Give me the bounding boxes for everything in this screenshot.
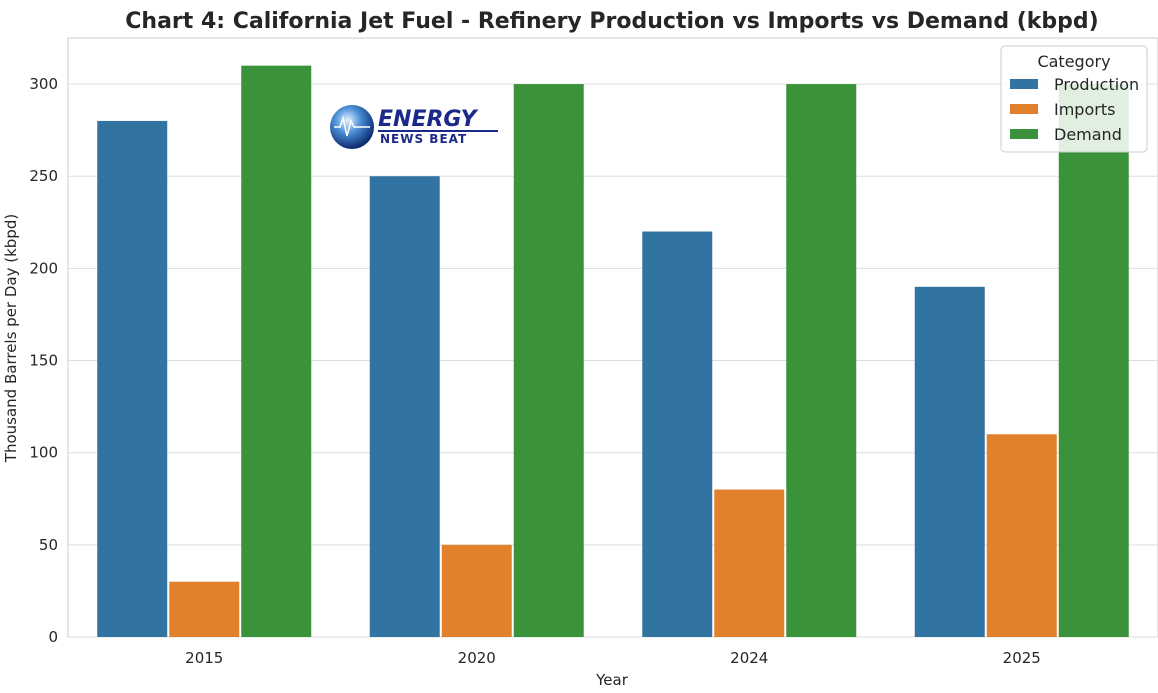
x-axis-ticks: 2015 2020 2024 2025 [185,649,1041,667]
y-tick-label: 250 [29,167,58,185]
logo-line1: ENERGY [378,107,479,132]
x-tick-label: 2015 [185,649,223,667]
bar-imports-2025 [986,434,1057,637]
bar-production-2025 [914,286,985,637]
chart-title: Chart 4: California Jet Fuel - Refinery … [125,9,1098,34]
legend-swatch-imports [1010,104,1038,114]
legend-label-production: Production [1054,75,1139,94]
bar-imports-2015 [169,581,240,637]
logo-line2: NEWS BEAT [380,132,467,146]
legend-swatch-production [1010,79,1038,89]
legend-label-demand: Demand [1054,125,1122,144]
x-tick-label: 2025 [1003,649,1041,667]
y-tick-label: 300 [29,75,58,93]
bar-demand-2024 [786,84,857,638]
logo-divider [378,130,498,132]
bar-demand-2015 [241,65,312,637]
globe-icon [330,105,374,149]
bars [97,65,1129,638]
x-axis-label: Year [595,671,629,689]
y-tick-label: 200 [29,259,58,277]
heartbeat-icon [334,115,370,137]
x-tick-label: 2024 [730,649,768,667]
y-tick-label: 0 [48,628,58,646]
legend-title: Category [1037,52,1110,71]
bar-imports-2024 [714,489,785,637]
energy-news-beat-logo: ENERGY NEWS BEAT [330,105,498,149]
bar-production-2015 [97,120,168,637]
y-tick-label: 50 [39,536,58,554]
y-tick-label: 150 [29,352,58,370]
legend-box [1000,45,1148,153]
bar-demand-2020 [513,84,584,638]
legend-items: Production Imports Demand [1010,75,1139,144]
bar-demand-2025 [1058,84,1129,638]
legend-label-imports: Imports [1054,100,1115,119]
bar-production-2024 [642,231,713,637]
x-tick-label: 2020 [458,649,496,667]
bar-imports-2020 [441,544,512,637]
bar-production-2020 [369,176,440,637]
legend: Category Production Imports Demand [1000,45,1148,153]
y-axis-ticks: 0 50 100 150 200 250 300 [29,75,58,646]
y-axis-label: Thousand Barrels per Day (kbpd) [2,214,20,463]
legend-swatch-demand [1010,129,1038,139]
y-tick-label: 100 [29,444,58,462]
